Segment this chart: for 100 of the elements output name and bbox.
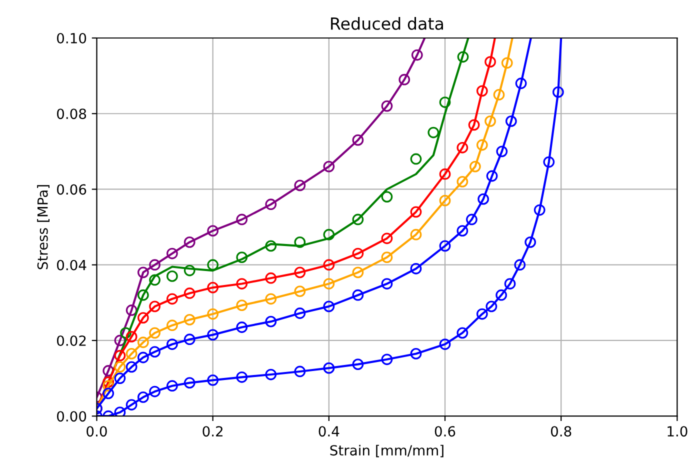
point xyxy=(352,289,364,301)
point xyxy=(476,308,488,320)
point xyxy=(265,316,277,328)
point xyxy=(184,334,196,346)
point xyxy=(484,115,496,127)
point xyxy=(456,176,468,188)
point xyxy=(410,153,422,165)
point xyxy=(381,354,393,366)
point xyxy=(166,380,178,392)
point xyxy=(476,85,488,97)
point xyxy=(184,236,196,248)
point xyxy=(504,278,516,290)
point xyxy=(114,334,126,346)
point xyxy=(126,331,138,342)
point xyxy=(323,278,335,290)
point xyxy=(486,300,498,312)
point xyxy=(543,156,555,168)
point xyxy=(126,399,138,410)
point xyxy=(486,170,498,182)
point xyxy=(166,270,178,282)
point xyxy=(352,214,364,226)
x-tick-label: 0.0 xyxy=(86,426,107,437)
x-axis-title: Strain [mm/mm] xyxy=(330,444,444,458)
point xyxy=(352,134,364,146)
point xyxy=(236,322,248,333)
point xyxy=(114,350,126,362)
point xyxy=(456,225,468,237)
point xyxy=(381,232,393,244)
point xyxy=(505,115,517,127)
point xyxy=(515,78,527,90)
point xyxy=(184,314,196,326)
point xyxy=(323,228,335,240)
point xyxy=(484,56,496,68)
point xyxy=(410,262,422,274)
point xyxy=(149,300,160,312)
point xyxy=(265,272,277,284)
point xyxy=(207,308,219,320)
point xyxy=(114,361,126,373)
point xyxy=(381,191,393,202)
y-tick-label: 0.10 xyxy=(57,32,86,44)
point xyxy=(166,293,178,305)
y-tick-label: 0.04 xyxy=(57,260,86,270)
point xyxy=(166,248,178,260)
point xyxy=(323,362,335,374)
point xyxy=(439,194,451,206)
point xyxy=(102,388,114,400)
point xyxy=(265,293,277,305)
point xyxy=(468,119,480,131)
point xyxy=(207,374,219,386)
point xyxy=(411,49,423,61)
point xyxy=(126,304,138,316)
point xyxy=(149,346,160,358)
point xyxy=(207,225,219,237)
y-tick-label: 0.00 xyxy=(57,411,86,422)
point xyxy=(114,406,126,416)
chart-title: Reduced data xyxy=(331,17,443,30)
point xyxy=(149,259,160,271)
x-tick-label: 0.8 xyxy=(550,426,572,437)
point xyxy=(126,348,138,360)
y-tick-label: 0.06 xyxy=(57,184,86,195)
point xyxy=(323,259,335,271)
point xyxy=(524,236,536,248)
point xyxy=(552,86,564,98)
point xyxy=(496,146,508,158)
point xyxy=(137,289,149,301)
point xyxy=(352,358,364,370)
point xyxy=(149,274,160,286)
point xyxy=(478,193,490,205)
point xyxy=(236,371,248,383)
point xyxy=(102,380,114,392)
point xyxy=(439,240,451,252)
point xyxy=(410,348,422,360)
point xyxy=(166,338,178,350)
point xyxy=(294,286,306,298)
point xyxy=(137,352,149,364)
point xyxy=(114,372,126,384)
x-tick-label: 0.4 xyxy=(318,426,340,437)
point xyxy=(439,96,451,108)
point xyxy=(534,204,546,216)
point xyxy=(126,361,138,373)
point xyxy=(149,327,160,339)
point xyxy=(428,126,440,138)
point xyxy=(102,365,114,376)
point xyxy=(207,329,219,341)
point xyxy=(236,214,248,226)
point xyxy=(398,74,410,86)
point xyxy=(381,278,393,290)
point xyxy=(294,236,306,248)
point xyxy=(207,259,219,271)
y-tick-label: 0.02 xyxy=(57,335,86,346)
x-tick-label: 0.2 xyxy=(202,426,222,437)
point xyxy=(184,288,196,299)
point xyxy=(184,377,196,389)
point xyxy=(466,214,478,226)
point xyxy=(166,320,178,332)
point xyxy=(439,338,451,350)
point xyxy=(456,142,468,154)
point xyxy=(381,100,393,112)
point xyxy=(493,89,505,100)
point xyxy=(352,266,364,278)
